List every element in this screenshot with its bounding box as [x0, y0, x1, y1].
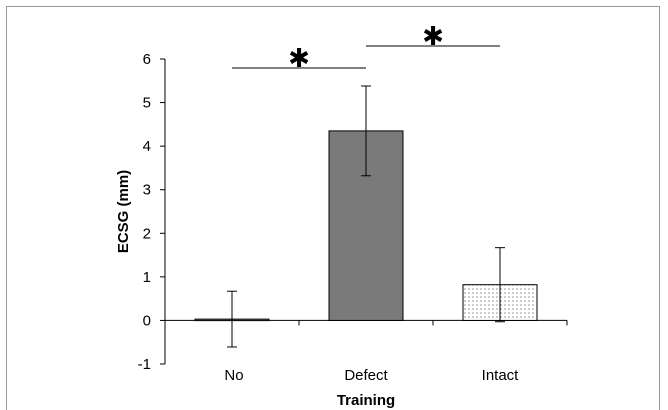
- y-tick-label: -1: [138, 356, 151, 373]
- x-tick-label: Intact: [482, 367, 520, 384]
- y-axis-title: ECSG (mm): [115, 170, 132, 253]
- x-axis-title: Training: [337, 392, 395, 409]
- significance-marker: ✱: [422, 22, 444, 52]
- y-tick-label: 4: [143, 138, 151, 155]
- x-tick-label: No: [224, 367, 243, 384]
- y-tick-label: 6: [143, 51, 151, 68]
- error-bars: [227, 85, 505, 348]
- y-tick-label: 3: [143, 182, 151, 199]
- y-tick-label: 5: [143, 95, 151, 112]
- significance-marker: ✱: [288, 44, 310, 74]
- significance-annotations: ✱✱: [232, 22, 500, 74]
- axis-labels: No Defect Intact Training ECSG (mm): [115, 170, 519, 409]
- y-tick-label: 0: [143, 312, 151, 329]
- y-tick-label: 1: [143, 269, 151, 286]
- x-tick-label: Defect: [344, 367, 388, 384]
- y-tick-label: 2: [143, 225, 151, 242]
